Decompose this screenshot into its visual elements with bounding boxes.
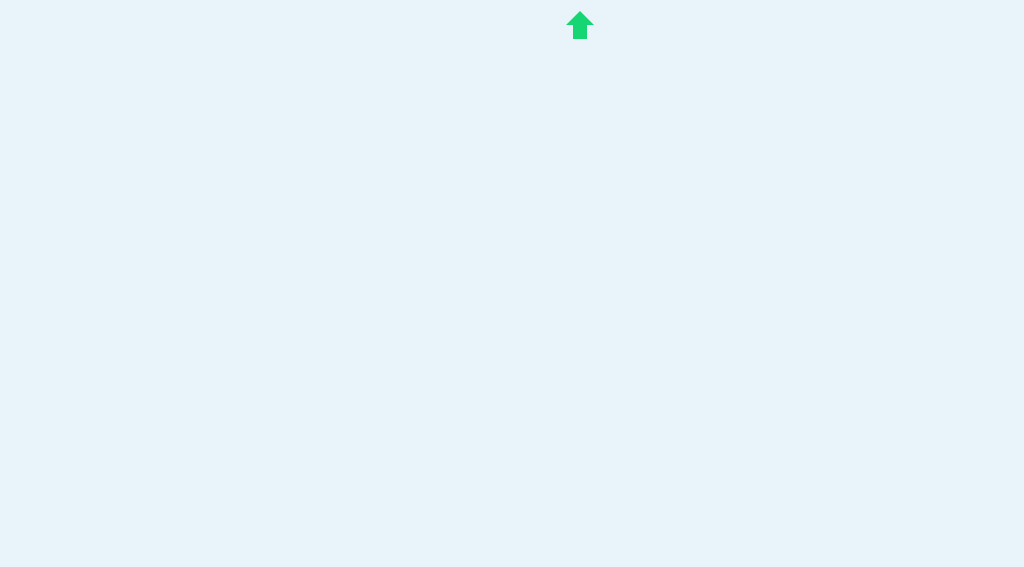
- chart-header: [0, 2, 1024, 46]
- up-arrow-icon: [566, 11, 594, 39]
